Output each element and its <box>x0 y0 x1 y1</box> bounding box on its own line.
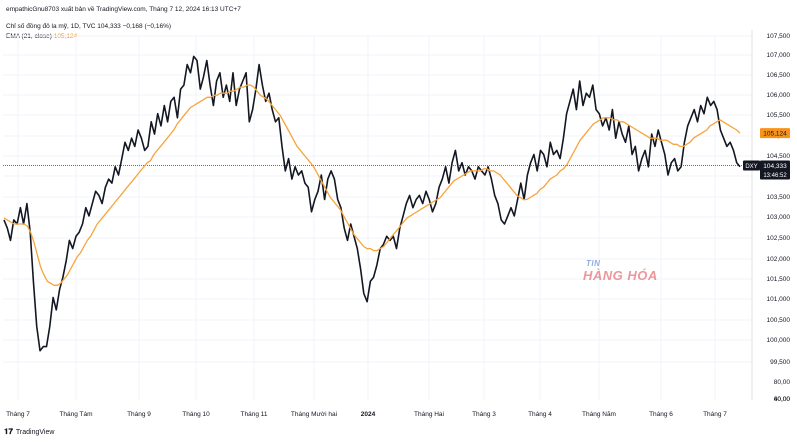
last-price-tag <box>760 160 790 180</box>
dxy-price-line <box>3 55 741 352</box>
x-tick-label: Tháng Hai <box>414 411 444 418</box>
symbol-title: Chỉ số đồng đô la mỹ, 1D, TVC <box>6 23 96 30</box>
watermark-top: TIN <box>586 259 601 268</box>
y-tick-label: 100,000 <box>767 337 791 344</box>
symbol-values: 104,333 −0,168 (−0,16%) <box>97 23 172 30</box>
y-tick-label: 107,500 <box>767 33 791 40</box>
y-tick-label: 100,500 <box>767 317 791 324</box>
x-tick-label: Tháng 10 <box>182 411 210 418</box>
x-tick-label: Tháng Năm <box>582 411 616 418</box>
x-tick-label: Tháng Tám <box>59 411 92 418</box>
tradingview-logo-icon: 𝟏𝟕 <box>4 427 13 436</box>
y-tick-label: 102,000 <box>767 256 791 263</box>
y-tick-label: 101,500 <box>767 276 791 283</box>
x-tick-label: Tháng Mười hai <box>291 411 337 418</box>
y-tick-label: 105,500 <box>767 112 791 119</box>
x-tick-label: 2024 <box>361 411 376 418</box>
y-tick-label: 103,000 <box>767 214 791 221</box>
ema-price-tag-text: 105,124 <box>763 131 787 138</box>
x-tick-label: Tháng 7 <box>6 411 30 418</box>
symbol-tag <box>743 160 760 171</box>
y-tick-label: 106,500 <box>767 72 791 79</box>
x-tick-label: Tháng 11 <box>241 411 268 418</box>
y-tick-label: 104,500 <box>767 153 791 160</box>
y-tick-label: 107,000 <box>767 52 791 59</box>
watermark-main: HÀNG HÓA <box>583 268 658 283</box>
ema-price-tag <box>760 128 790 139</box>
y-tick-label: 106,000 <box>767 92 791 99</box>
y-tick-label: 101,000 <box>767 296 791 303</box>
footer-brand: TradingView <box>15 428 55 436</box>
ema-line <box>3 84 741 286</box>
symbol-legend[interactable]: Chỉ số đồng đô la mỹ, 1D, TVC 104,333 −0… <box>6 23 171 30</box>
y-tick-label: 40,00 <box>774 396 791 403</box>
y-tick-label: 102,500 <box>767 235 791 242</box>
x-tick-label: Tháng 7 <box>703 411 727 418</box>
x-tick-label: Tháng 6 <box>649 411 673 418</box>
x-tick-label: Tháng 3 <box>472 411 496 418</box>
y-tick-label: 60,00 <box>774 396 791 403</box>
symbol-tag-text: DXY <box>745 164 757 170</box>
watermark-logo: TIN HÀNG HÓA <box>583 259 658 283</box>
y-tick-label: 80,00 <box>774 379 791 386</box>
last-price-tag-text: 104,333 <box>763 163 787 170</box>
countdown-text: 13:46:52 <box>763 173 787 179</box>
y-tick-label: 99,500 <box>770 359 790 366</box>
x-tick-label: Tháng 9 <box>127 411 151 418</box>
tradingview-footer[interactable]: 𝟏𝟕 TradingView <box>4 427 54 437</box>
x-tick-label: Tháng 4 <box>528 411 552 418</box>
y-tick-label: 103,500 <box>767 194 791 201</box>
publish-byline: empathicGnu8703 xuất bản về TradingView.… <box>6 6 241 13</box>
